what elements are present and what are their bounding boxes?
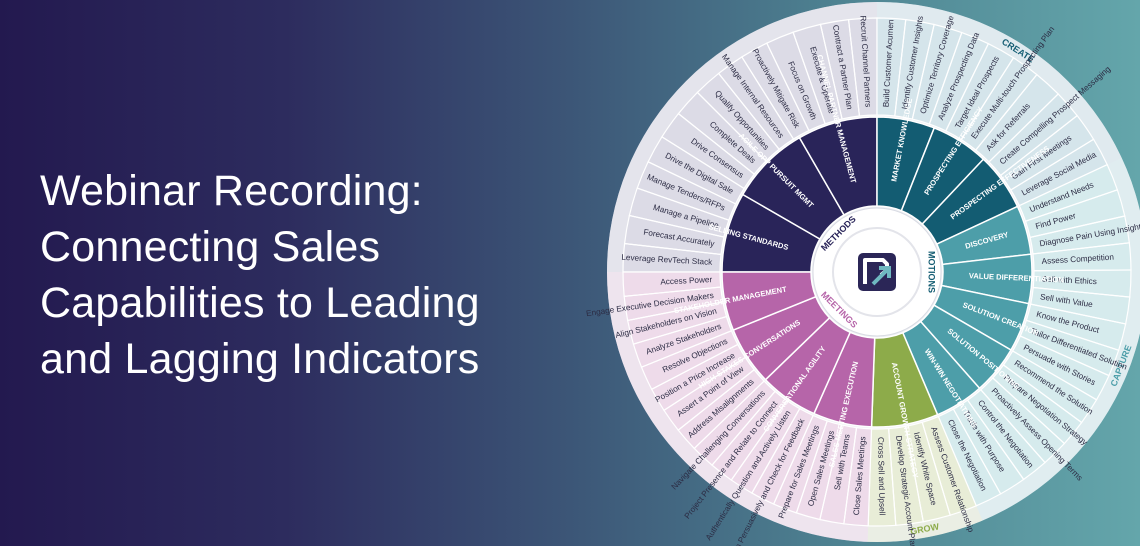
capability-slice	[721, 271, 817, 332]
rim-capture	[976, 157, 1140, 521]
skill-label: Sell with Ethics	[1042, 275, 1097, 286]
title-line-2: Connecting Sales	[40, 223, 381, 271]
title-line-4: and Lagging Indicators	[40, 335, 480, 383]
hub	[832, 227, 922, 317]
skill-label: Cross Sell and Upsell	[876, 437, 887, 516]
skills-sector-create	[877, 18, 1108, 206]
rim-create	[877, 2, 1122, 165]
r-arrow-logo-icon	[858, 253, 896, 291]
webinar-title: Webinar Recording: Connecting Sales Capa…	[40, 163, 640, 387]
skills-sector-meetings	[623, 272, 872, 526]
skills-sector-grow	[868, 416, 977, 526]
skill-label: Access Power	[660, 275, 713, 286]
motion-label: MOTIONS	[927, 251, 937, 293]
capability-label: VALUE DIFFERENTIATION	[969, 271, 1064, 284]
rim-meetings	[607, 272, 869, 542]
title-line-1: Webinar Recording:	[40, 167, 423, 215]
skill-slice	[622, 271, 722, 297]
skill-label: Assess Competition	[1041, 253, 1114, 266]
rim-grow	[867, 505, 983, 542]
title-line-3: Capabilities to Leading	[40, 279, 480, 327]
rim-methods	[607, 2, 877, 272]
